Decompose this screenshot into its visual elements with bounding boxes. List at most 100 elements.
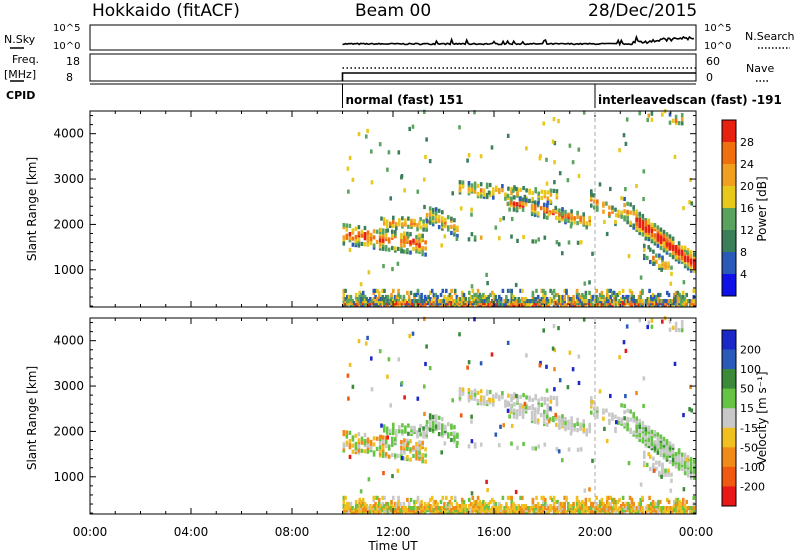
heatmap-cell [681,501,685,507]
heatmap-cell [407,501,411,507]
heatmap-cell [538,156,542,161]
heatmap-cell [376,504,379,509]
heatmap-cell [342,442,346,447]
heatmap-cell [459,413,463,418]
heatmap-cell [544,299,547,304]
heatmap-cell [625,501,628,507]
heatmap-cell [536,201,540,206]
heatmap-cell [591,303,595,308]
heatmap-cell [638,418,641,423]
heatmap-cell [563,288,566,293]
heatmap-cell [543,190,547,195]
heatmap-cell [372,504,376,509]
heatmap-cell [687,506,690,511]
colorbar-swatch [722,164,736,187]
heatmap-cell [543,413,546,418]
heatmap-cell [485,272,488,277]
heatmap-cell [660,474,663,479]
heatmap-cell [397,357,401,362]
heatmap-cell [407,423,410,428]
heatmap-cell [409,447,412,452]
heatmap-cell [487,506,490,511]
heatmap-cell [668,252,672,257]
heatmap-cell [466,365,469,370]
heatmap-cell [603,426,606,431]
heatmap-cell [512,294,515,300]
heatmap-cell [655,253,658,258]
heatmap-cell [625,294,628,300]
heatmap-cell [419,217,422,222]
heatmap-cell [571,367,575,372]
heatmap-cell [690,299,694,304]
heatmap-cell [551,506,554,511]
heatmap-cell [644,220,648,225]
heatmap-cell [555,193,559,198]
heatmap-cell [424,447,427,452]
heatmap-cell [680,501,683,507]
heatmap-cell [570,416,573,421]
heatmap-cell [372,229,376,234]
heatmap-cell [423,294,427,300]
heatmap-cell [565,510,568,515]
heatmap-cell [508,495,512,500]
heatmap-cell [604,508,607,513]
heatmap-cell [543,206,546,211]
heatmap-cell [680,320,684,325]
heatmap-cell [360,229,364,234]
heatmap-cell [398,425,401,430]
heatmap-cell [387,357,391,362]
heatmap-cell [506,299,510,304]
heatmap-cell [635,221,638,226]
heatmap-cell [660,299,664,304]
nave-tick-bottom: 0 [706,71,713,84]
heatmap-cell [668,234,672,239]
heatmap-cell [514,489,518,495]
heatmap-cell [549,192,553,197]
heatmap-cell [590,506,593,511]
heatmap-cell [390,499,393,505]
heatmap-cell [525,395,528,400]
heatmap-cell [650,501,653,507]
heatmap-cell [515,206,519,211]
heatmap-cell [507,393,510,398]
heatmap-cell [506,340,510,345]
heatmap-cell [398,222,401,227]
heatmap-cell [629,427,632,432]
heatmap-cell [668,319,672,324]
heatmap-cell [406,290,409,295]
heatmap-cell [383,288,386,293]
heatmap-cell [370,387,374,392]
velocity-heatmap-cells [342,316,696,515]
heatmap-cell [363,501,367,507]
heatmap-cell [496,299,499,304]
heatmap-cell [349,501,353,507]
heatmap-cell [348,247,352,252]
heatmap-cell [409,497,413,502]
heatmap-cell [416,299,420,304]
heatmap-cell [403,456,406,461]
heatmap-cell [494,432,498,437]
heatmap-cell [581,504,584,509]
heatmap-cell [588,299,591,304]
heatmap-cell [595,506,598,511]
heatmap-cell [628,508,632,513]
heatmap-cell [480,294,483,300]
heatmap-cell [413,218,416,223]
heatmap-cell [566,385,570,390]
heatmap-cell [489,499,492,505]
heatmap-cell [402,301,406,306]
heatmap-cell [424,459,427,464]
heatmap-cell [470,439,474,444]
heatmap-cell [392,223,395,229]
heatmap-cell [650,222,654,227]
heatmap-cell [458,180,462,185]
heatmap-cell [643,253,646,259]
heatmap-cell [584,294,588,300]
heatmap-cell [614,292,618,298]
heatmap-cell [671,325,675,330]
heatmap-cell [591,458,594,463]
heatmap-cell [644,218,648,223]
heatmap-cell [441,210,444,215]
heatmap-cell [655,466,658,471]
colorbar-swatch [722,408,736,429]
